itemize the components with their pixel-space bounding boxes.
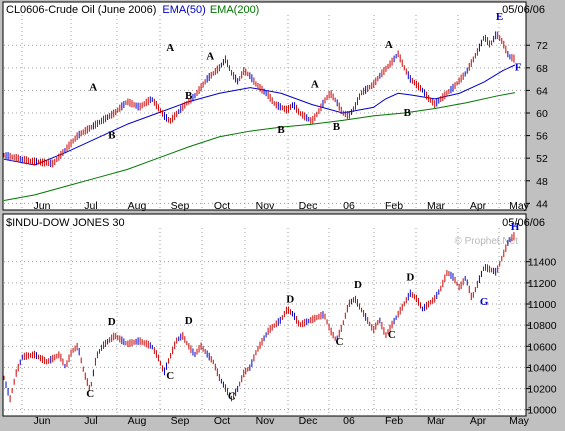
dow-jones-title-name: $INDU-DOW JONES 30 [6, 217, 125, 229]
dow-jones-pattern-label-5: D [286, 293, 294, 305]
dow-jones-plot-area [2, 213, 527, 417]
crude-oil-pattern-label-3: B [185, 90, 193, 102]
dow-jones-x-tick-9: Mar [427, 415, 446, 427]
crude-oil-x-axis: Jun Jul Aug Sep Oct Nov Dec 06 Feb Mar Apr May [34, 200, 530, 212]
crude-oil-pattern-label-1: B [108, 129, 116, 141]
dow-jones-x-tick-7: 06 [343, 415, 355, 427]
crude-oil-pattern-label-2: A [166, 42, 174, 54]
dow-jones-series [3, 232, 515, 403]
crude-oil-grid [4, 15, 525, 209]
dow-jones-pattern-label-9: D [406, 272, 414, 284]
dow-jones-y-tick-label-2: 10400 [527, 362, 556, 374]
dow-jones-title: $INDU-DOW JONES 30 [6, 217, 125, 229]
crude-oil-pattern-label-6: A [311, 79, 319, 91]
crude-oil-title-ema200: EMA(200) [210, 4, 260, 16]
crude-oil-x-tick-9: Mar [427, 200, 446, 212]
crude-oil-y-tick-label-0: 44 [536, 198, 548, 210]
crude-oil-x-tick-10: Apr [470, 200, 487, 212]
crude-oil-panel: CL0606-Crude Oil (June 2006) EMA(50) EMA(2… [2, 1, 548, 212]
dow-jones-y-tick-label-0: 10000 [527, 405, 556, 417]
dow-jones-pattern-label-4: C [228, 391, 236, 403]
crude-oil-pattern-label-11: F [515, 62, 522, 74]
dow-jones-x-axis: Jun Jul Aug Sep Oct Nov Dec 06 Feb Mar Apr May [34, 415, 530, 427]
crude-oil-x-tick-5: Nov [256, 200, 275, 212]
crude-oil-pattern-labels: A B A B A B A B A B E F [89, 11, 521, 142]
dow-jones-y-tick-label-4: 10800 [527, 320, 556, 332]
dow-jones-pattern-label-6: C [336, 336, 344, 348]
crude-oil-x-tick-1: Jul [84, 200, 97, 212]
dow-jones-pattern-label-2: C [166, 370, 174, 382]
dow-jones-x-tick-5: Nov [256, 415, 275, 427]
prophet-watermark: © Prophet.Net [454, 236, 518, 247]
crude-oil-pattern-label-9: B [404, 107, 412, 119]
dow-jones-date-label: 05/06/06 [502, 217, 545, 229]
dow-jones-grid [4, 228, 525, 415]
crude-oil-x-tick-2: Aug [128, 200, 147, 212]
crude-oil-pattern-label-8: A [385, 39, 393, 51]
crude-oil-y-tick-label-1: 48 [536, 176, 548, 188]
dow-jones-pattern-label-8: C [388, 329, 396, 341]
crude-oil-x-tick-0: Jun [34, 200, 51, 212]
crude-oil-y-tick-label-4: 60 [536, 108, 548, 120]
crude-oil-pattern-label-5: B [277, 124, 285, 136]
dow-jones-pattern-label-10: G [480, 296, 489, 308]
dow-jones-x-tick-0: Jun [34, 415, 51, 427]
crude-oil-y-tick-label-6: 68 [536, 63, 548, 75]
crude-oil-x-tick-3: Sep [171, 200, 190, 212]
dow-jones-y-axis: 10000 10200 10400 10600 10800 11000 11200 11400 [526, 257, 557, 417]
crude-oil-ema50-line [3, 64, 516, 166]
dow-jones-x-tick-11: May [509, 415, 530, 427]
dow-jones-panel: $INDU-DOW JONES 30 05/06/06 © Prophet.Ne… [2, 213, 557, 427]
dow-jones-x-tick-6: Dec [299, 415, 318, 427]
crude-oil-y-tick-label-5: 64 [536, 85, 548, 97]
dow-jones-pattern-label-0: C [86, 388, 94, 400]
dow-jones-x-tick-8: Feb [385, 415, 403, 427]
crude-oil-plot-area [2, 1, 527, 211]
crude-oil-y-axis: 44 48 52 56 60 64 68 72 [526, 40, 548, 210]
crude-oil-y-tick-label-7: 72 [536, 40, 548, 52]
crude-oil-pattern-label-10: E [496, 11, 503, 23]
crude-oil-pattern-label-7: B [333, 121, 341, 133]
crude-oil-title-ema50: EMA(50) [162, 4, 205, 16]
dow-jones-pattern-label-1: D [108, 316, 116, 328]
dow-jones-x-tick-4: Oct [214, 415, 230, 427]
crude-oil-x-tick-4: Oct [214, 200, 230, 212]
dow-jones-y-tick-label-7: 11400 [528, 257, 557, 269]
crude-oil-y-tick-label-2: 52 [536, 153, 548, 165]
dow-jones-pattern-label-11: H [511, 221, 520, 233]
dow-jones-pattern-labels: C D C D C D C D C D G H [86, 221, 520, 403]
dow-jones-y-tick-label-5: 11000 [528, 299, 557, 311]
dow-jones-x-tick-10: Apr [470, 415, 487, 427]
dow-jones-pattern-label-7: D [354, 279, 362, 291]
crude-oil-title: CL0606-Crude Oil (June 2006) EMA(50) EMA(2… [6, 4, 259, 16]
dow-jones-y-tick-label-1: 10200 [527, 384, 556, 396]
dow-jones-x-tick-3: Sep [171, 415, 190, 427]
dow-jones-x-tick-1: Jul [84, 415, 97, 427]
crude-oil-x-tick-8: Feb [385, 200, 403, 212]
crude-oil-ema200-line [3, 92, 516, 202]
crude-oil-title-name: CL0606-Crude Oil (June 2006) [6, 4, 156, 16]
dow-jones-x-tick-2: Aug [128, 415, 147, 427]
dow-jones-y-tick-label-6: 11200 [528, 278, 557, 290]
dow-jones-y-tick-label-3: 10600 [527, 341, 556, 353]
crude-oil-date-label: 05/06/06 [502, 4, 545, 16]
crude-oil-x-tick-7: 06 [343, 200, 355, 212]
crude-oil-series [3, 31, 516, 202]
crude-oil-x-tick-6: Dec [299, 200, 318, 212]
crude-oil-pattern-label-4: A [206, 50, 214, 62]
crude-oil-pattern-label-0: A [89, 81, 97, 93]
crude-oil-y-tick-label-3: 56 [536, 131, 548, 143]
svg-text:$INDU-DOW JONES 30: $INDU-DOW JONES 30 [6, 217, 125, 229]
dow-jones-pattern-label-3: D [185, 315, 193, 327]
svg-text:CL0606-Crude Oil (June 2006)EM: CL0606-Crude Oil (June 2006) EMA(50) EMA(2… [6, 4, 259, 16]
crude-oil-x-tick-11: May [509, 200, 530, 212]
